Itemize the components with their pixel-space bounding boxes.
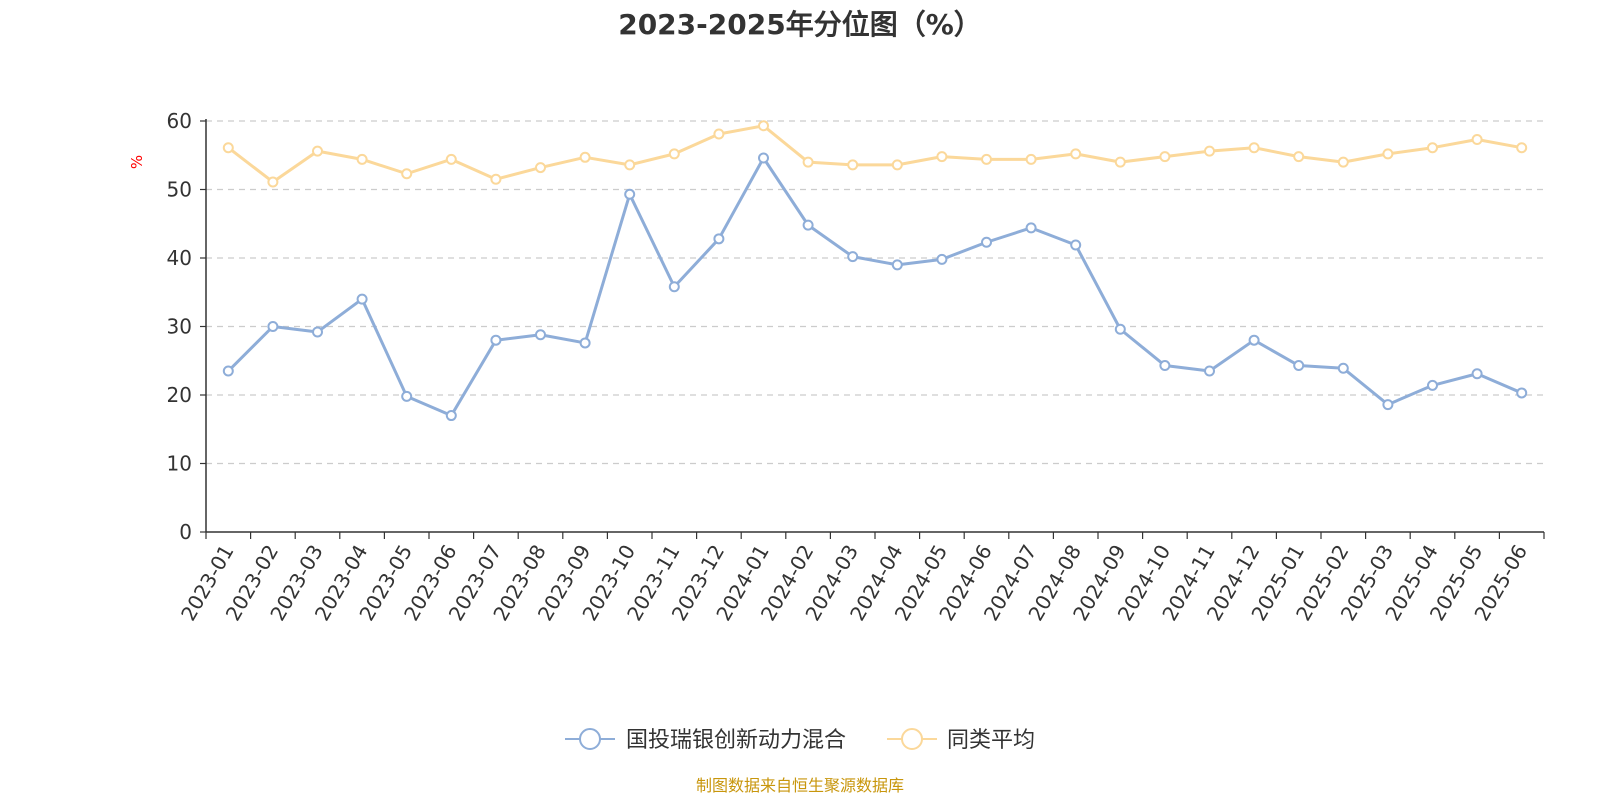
legend-label: 同类平均 bbox=[947, 728, 1035, 753]
data-point[interactable] bbox=[1248, 142, 1260, 154]
data-point[interactable] bbox=[668, 281, 680, 293]
data-point[interactable] bbox=[981, 153, 992, 165]
legend[interactable]: 国投瑞银创新动力混合 同类平均 bbox=[565, 728, 1035, 753]
legend-marker bbox=[901, 728, 923, 750]
y-tick-label: 0 bbox=[179, 520, 192, 544]
data-point[interactable] bbox=[1114, 323, 1126, 335]
data-point[interactable] bbox=[1516, 387, 1528, 399]
data-point[interactable] bbox=[981, 236, 992, 248]
data-point[interactable] bbox=[1471, 133, 1483, 145]
data-point[interactable] bbox=[891, 259, 903, 271]
data-point[interactable] bbox=[936, 151, 948, 163]
grid-lines bbox=[206, 120, 1544, 465]
data-point[interactable] bbox=[1516, 142, 1528, 154]
legend-item-0[interactable]: 国投瑞银创新动力混合 bbox=[565, 728, 846, 753]
data-point[interactable] bbox=[1025, 222, 1037, 234]
data-point[interactable] bbox=[1070, 148, 1082, 160]
data-point[interactable] bbox=[445, 153, 457, 165]
data-point[interactable] bbox=[624, 159, 636, 171]
data-point[interactable] bbox=[445, 410, 457, 422]
data-point[interactable] bbox=[312, 145, 323, 157]
data-point[interactable] bbox=[1159, 151, 1171, 163]
data-point[interactable] bbox=[401, 390, 413, 402]
y-tick-label: 10 bbox=[167, 452, 192, 476]
data-point[interactable] bbox=[1337, 362, 1349, 374]
data-point[interactable] bbox=[1025, 153, 1037, 165]
data-point[interactable] bbox=[1204, 365, 1215, 377]
data-point[interactable] bbox=[356, 153, 368, 165]
y-tick-label: 50 bbox=[167, 178, 192, 202]
data-point[interactable] bbox=[267, 176, 279, 188]
data-point[interactable] bbox=[579, 151, 591, 163]
data-point[interactable] bbox=[624, 188, 636, 200]
data-point[interactable] bbox=[847, 251, 859, 263]
data-point[interactable] bbox=[758, 152, 769, 164]
data-point[interactable] bbox=[1114, 156, 1126, 168]
data-point[interactable] bbox=[356, 293, 368, 305]
data-point[interactable] bbox=[802, 156, 814, 168]
data-point[interactable] bbox=[1293, 151, 1305, 163]
data-point[interactable] bbox=[713, 128, 725, 140]
data-point[interactable] bbox=[401, 168, 413, 180]
data-point[interactable] bbox=[758, 120, 769, 132]
data-point[interactable] bbox=[267, 321, 279, 332]
data-point[interactable] bbox=[579, 337, 591, 349]
y-tick-label: 30 bbox=[167, 315, 192, 339]
legend-marker bbox=[579, 728, 601, 750]
legend-label: 国投瑞银创新动力混合 bbox=[626, 728, 846, 753]
data-point[interactable] bbox=[535, 329, 546, 341]
data-point[interactable] bbox=[802, 219, 814, 231]
data-point[interactable] bbox=[535, 162, 546, 174]
data-point[interactable] bbox=[1070, 239, 1082, 251]
y-tick-label: 60 bbox=[167, 109, 192, 133]
series-line-1 bbox=[227, 124, 1522, 184]
series-lines bbox=[222, 120, 1528, 422]
data-point[interactable] bbox=[1382, 148, 1394, 160]
data-point[interactable] bbox=[1427, 379, 1438, 391]
y-axis-unit: % bbox=[128, 155, 146, 169]
data-point[interactable] bbox=[936, 253, 948, 265]
data-point[interactable] bbox=[490, 334, 502, 346]
data-point[interactable] bbox=[1248, 334, 1260, 346]
data-point[interactable] bbox=[1427, 142, 1438, 154]
data-point[interactable] bbox=[668, 148, 680, 160]
data-point[interactable] bbox=[1159, 360, 1171, 372]
y-tick-label: 20 bbox=[167, 383, 192, 407]
data-point[interactable] bbox=[1204, 145, 1215, 157]
series-line-0 bbox=[227, 156, 1523, 418]
data-point[interactable] bbox=[891, 159, 903, 171]
data-point[interactable] bbox=[222, 142, 234, 154]
data-point[interactable] bbox=[490, 173, 502, 185]
data-point[interactable] bbox=[847, 159, 859, 171]
data-point[interactable] bbox=[222, 365, 234, 377]
data-point[interactable] bbox=[1293, 360, 1305, 372]
data-point[interactable] bbox=[713, 233, 725, 245]
y-tick-label: 40 bbox=[167, 246, 192, 270]
data-source-note: 制图数据来自恒生聚源数据库 bbox=[696, 776, 904, 795]
data-point[interactable] bbox=[1382, 399, 1394, 411]
data-point[interactable] bbox=[1337, 156, 1349, 168]
chart-title: 2023-2025年分位图（%） bbox=[618, 8, 982, 41]
data-point[interactable] bbox=[1471, 368, 1483, 380]
data-point[interactable] bbox=[312, 326, 323, 338]
legend-item-1[interactable]: 同类平均 bbox=[887, 728, 1035, 753]
